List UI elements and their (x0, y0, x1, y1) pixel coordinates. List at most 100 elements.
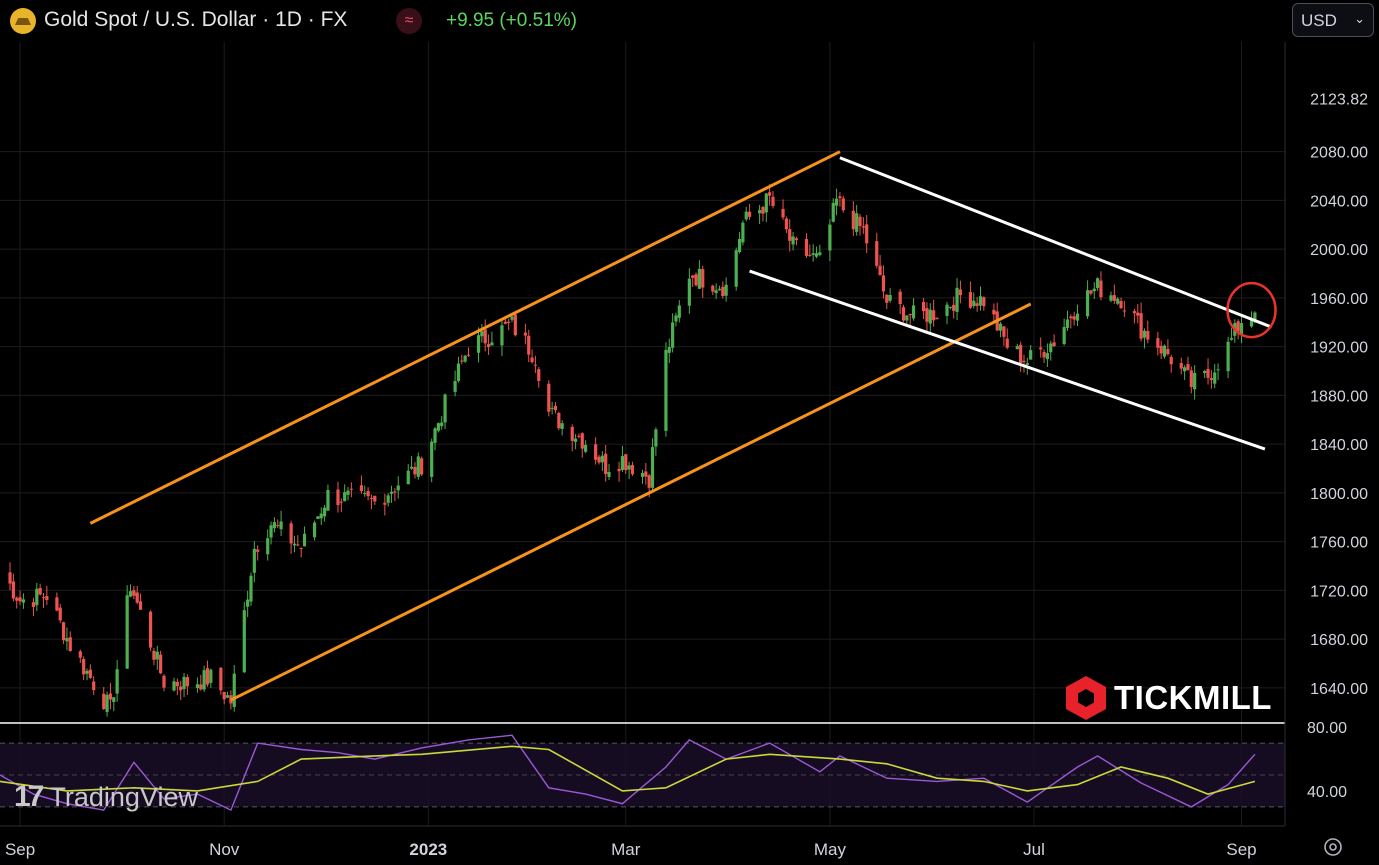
candle-body (225, 695, 230, 698)
candle-body (15, 597, 19, 601)
candle-body (691, 275, 695, 278)
candle-body (159, 654, 163, 674)
candle-body (978, 296, 983, 306)
candle-body (791, 236, 795, 245)
candle-body (1216, 369, 1220, 371)
candle-body (507, 321, 511, 323)
candle-body (65, 638, 69, 642)
candle-body (674, 315, 678, 322)
candle-body (664, 349, 668, 431)
tickmill-text: TICKMILL (1114, 679, 1272, 716)
candle-body (389, 491, 394, 494)
candle-body (279, 521, 283, 530)
candle-body (764, 193, 768, 213)
candle-body (794, 238, 799, 241)
wave-icon[interactable]: ≈ (396, 8, 422, 34)
candle-body (788, 229, 792, 241)
candle-body (1132, 311, 1137, 314)
candle-body (932, 310, 936, 321)
candle-body (761, 207, 765, 214)
candle-body (322, 507, 327, 517)
candle-body (1169, 357, 1173, 365)
candle-body (714, 290, 718, 294)
candle-body (711, 285, 715, 292)
symbol-title[interactable]: Gold Spot / U.S. Dollar · 1D · FX (44, 8, 348, 31)
candle-body (771, 196, 775, 207)
candle-body (269, 525, 273, 538)
price-tick-label: 1800.00 (1310, 486, 1368, 503)
price-tick-label: 1760.00 (1310, 535, 1368, 552)
candle-body (1186, 364, 1190, 371)
currency-select[interactable]: USD ⌄ (1292, 3, 1374, 37)
candle-body (1025, 363, 1029, 365)
candle-body (490, 342, 494, 346)
candle-body (577, 435, 581, 437)
candle-body (222, 691, 226, 700)
candle-body (1146, 331, 1150, 340)
candle-body (624, 454, 628, 471)
candle-body (359, 485, 364, 492)
candle-body (1085, 290, 1090, 317)
candle-body (195, 684, 200, 689)
candle-body (500, 325, 504, 346)
candle-body (1229, 338, 1234, 340)
highlight-circle (1226, 281, 1277, 339)
candle-body (687, 278, 691, 306)
candle-body (1049, 343, 1053, 353)
price-tick-label: 1840.00 (1310, 437, 1368, 454)
candle-body (1002, 326, 1006, 337)
candle-body (831, 202, 835, 222)
candle-body (18, 597, 22, 602)
candle-body (21, 599, 26, 603)
candle-body (85, 670, 89, 674)
time-tick-label: Nov (209, 840, 240, 859)
candle-body (463, 355, 467, 362)
candle-body (249, 575, 253, 602)
candle-body (935, 317, 939, 320)
candle-body (35, 588, 39, 606)
candle-body (1112, 295, 1116, 301)
candle-body (68, 637, 72, 652)
candle-body (630, 464, 635, 475)
candle-body (697, 268, 701, 289)
candle-body (537, 369, 541, 381)
candle-body (312, 522, 317, 538)
orange-trendline-1 (230, 302, 1032, 702)
candle-body (316, 516, 320, 519)
candle-body (410, 466, 414, 469)
price-tick-label: 1640.00 (1310, 681, 1368, 698)
candle-body (734, 250, 738, 287)
candle-body (185, 677, 189, 687)
candle-body (346, 490, 350, 495)
candle-body (396, 485, 400, 491)
candle-body (855, 213, 859, 232)
candle-body (584, 444, 588, 452)
settings-icon[interactable] (1322, 836, 1344, 858)
time-tick-label: Sep (5, 840, 35, 859)
candle-body (11, 581, 15, 599)
candle-body (1075, 313, 1080, 321)
candle-body (607, 471, 611, 477)
candle-body (557, 413, 561, 429)
candle-body (1203, 370, 1207, 374)
candle-body (45, 595, 49, 600)
candle-body (533, 364, 538, 366)
candle-body (289, 523, 293, 544)
candle-body (881, 275, 886, 292)
candle-body (436, 423, 440, 431)
candle-body (1139, 313, 1143, 339)
candle-body (486, 344, 491, 347)
candle-body (88, 669, 92, 678)
candle-body (737, 238, 742, 253)
candle-body (513, 314, 517, 336)
candle-body (901, 307, 906, 321)
tradingview-text: TradingView (49, 781, 198, 812)
candle-body (885, 294, 889, 303)
candle-body (1062, 327, 1066, 345)
candle-body (580, 433, 584, 449)
candle-body (804, 238, 809, 256)
candle-body (530, 357, 534, 363)
candle-body (1166, 348, 1170, 355)
